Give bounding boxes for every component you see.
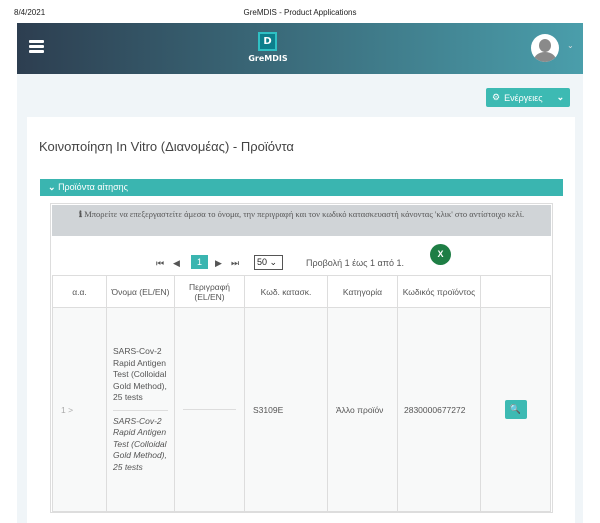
gears-icon: ⚙ <box>492 92 501 102</box>
col-description: Περιγραφή (EL/EN) <box>174 275 245 308</box>
chevron-down-icon: ⌄ <box>48 182 56 192</box>
page-1-button[interactable]: 1 <box>191 255 208 269</box>
menu-icon[interactable] <box>29 40 44 53</box>
first-page-icon[interactable]: ⏮ <box>156 258 165 268</box>
main-panel: Κοινοποίηση In Vitro (Διανομέας) - Προϊό… <box>27 117 575 523</box>
col-category: Κατηγορία <box>327 275 398 308</box>
navbar: D GreMDIS ⌄ <box>17 23 583 74</box>
col-actions <box>480 275 551 308</box>
product-code-cell: 2830000677272 <box>397 307 481 512</box>
name-cell[interactable]: SARS-Cov-2 Rapid Antigen Test (Colloidal… <box>106 307 175 512</box>
info-banner: ℹ Μπορείτε να επεξεργαστείτε άμεσα το όν… <box>52 205 551 236</box>
prev-page-icon[interactable]: ◀ <box>173 258 180 268</box>
description-cell[interactable] <box>174 307 245 512</box>
content: ⚙ Ενέργειες ⌄ Κοινοποίηση In Vitro (Διαν… <box>17 74 583 523</box>
row-index[interactable]: 1 > <box>52 307 107 512</box>
info-icon: ℹ <box>78 209 83 219</box>
col-index: α.α. <box>52 275 107 308</box>
actions-cell: 🔍 <box>480 307 551 512</box>
table-header-row: α.α. Όνομα (EL/EN) Περιγραφή (EL/EN) Κωδ… <box>52 275 551 308</box>
section-title: Προϊόντα αίτησης <box>58 182 128 192</box>
print-date: 8/4/2021 <box>14 8 46 17</box>
actions-label: Ενέργειες <box>504 92 543 103</box>
name-el: SARS-Cov-2 Rapid Antigen Test (Colloidal… <box>113 346 167 402</box>
print-title: GreMDIS - Product Applications <box>243 8 357 17</box>
pagination: ⏮ ◀ 1 ▶ ⏭ 50 ⌄ Προβολή 1 έως 1 από 1. X <box>51 240 552 275</box>
category-cell: Άλλο προϊόν <box>327 307 398 512</box>
page-size-select[interactable]: 50 ⌄ <box>254 255 283 270</box>
products-table: α.α. Όνομα (EL/EN) Περιγραφή (EL/EN) Κωδ… <box>52 275 551 512</box>
products-box: ℹ Μπορείτε να επεξεργαστείτε άμεσα το όν… <box>50 203 553 513</box>
info-text: Μπορείτε να επεξεργαστείτε άμεσα το όνομ… <box>84 209 525 219</box>
section-header[interactable]: ⌄ Προϊόντα αίτησης <box>40 179 563 196</box>
records-summary: Προβολή 1 έως 1 από 1. <box>306 258 404 268</box>
chevron-down-icon[interactable]: ⌄ <box>567 41 574 50</box>
logo[interactable]: D <box>258 32 277 51</box>
col-name: Όνομα (EL/EN) <box>106 275 175 308</box>
last-page-icon[interactable]: ⏭ <box>231 258 240 268</box>
table-row: 1 > SARS-Cov-2 Rapid Antigen Test (Collo… <box>52 307 551 512</box>
col-manufacturer-code: Κωδ. κατασκ. <box>244 275 328 308</box>
manufacturer-code-cell[interactable]: S3109E <box>244 307 328 512</box>
brand-name: GreMDIS <box>248 54 288 63</box>
name-en: SARS-Cov-2 Rapid Antigen Test (Colloidal… <box>113 415 167 472</box>
chevron-down-icon: ⌄ <box>556 92 565 102</box>
zoom-in-icon[interactable]: 🔍 <box>504 400 527 419</box>
page-title: Κοινοποίηση In Vitro (Διανομέας) - Προϊό… <box>39 139 294 154</box>
avatar[interactable] <box>531 34 559 62</box>
page-size-value: 50 <box>257 257 268 267</box>
next-page-icon[interactable]: ▶ <box>215 258 222 268</box>
excel-export-icon[interactable]: X <box>430 244 451 265</box>
actions-button[interactable]: ⚙ Ενέργειες ⌄ <box>486 88 570 107</box>
col-product-code: Κωδικός προϊόντος <box>397 275 481 308</box>
